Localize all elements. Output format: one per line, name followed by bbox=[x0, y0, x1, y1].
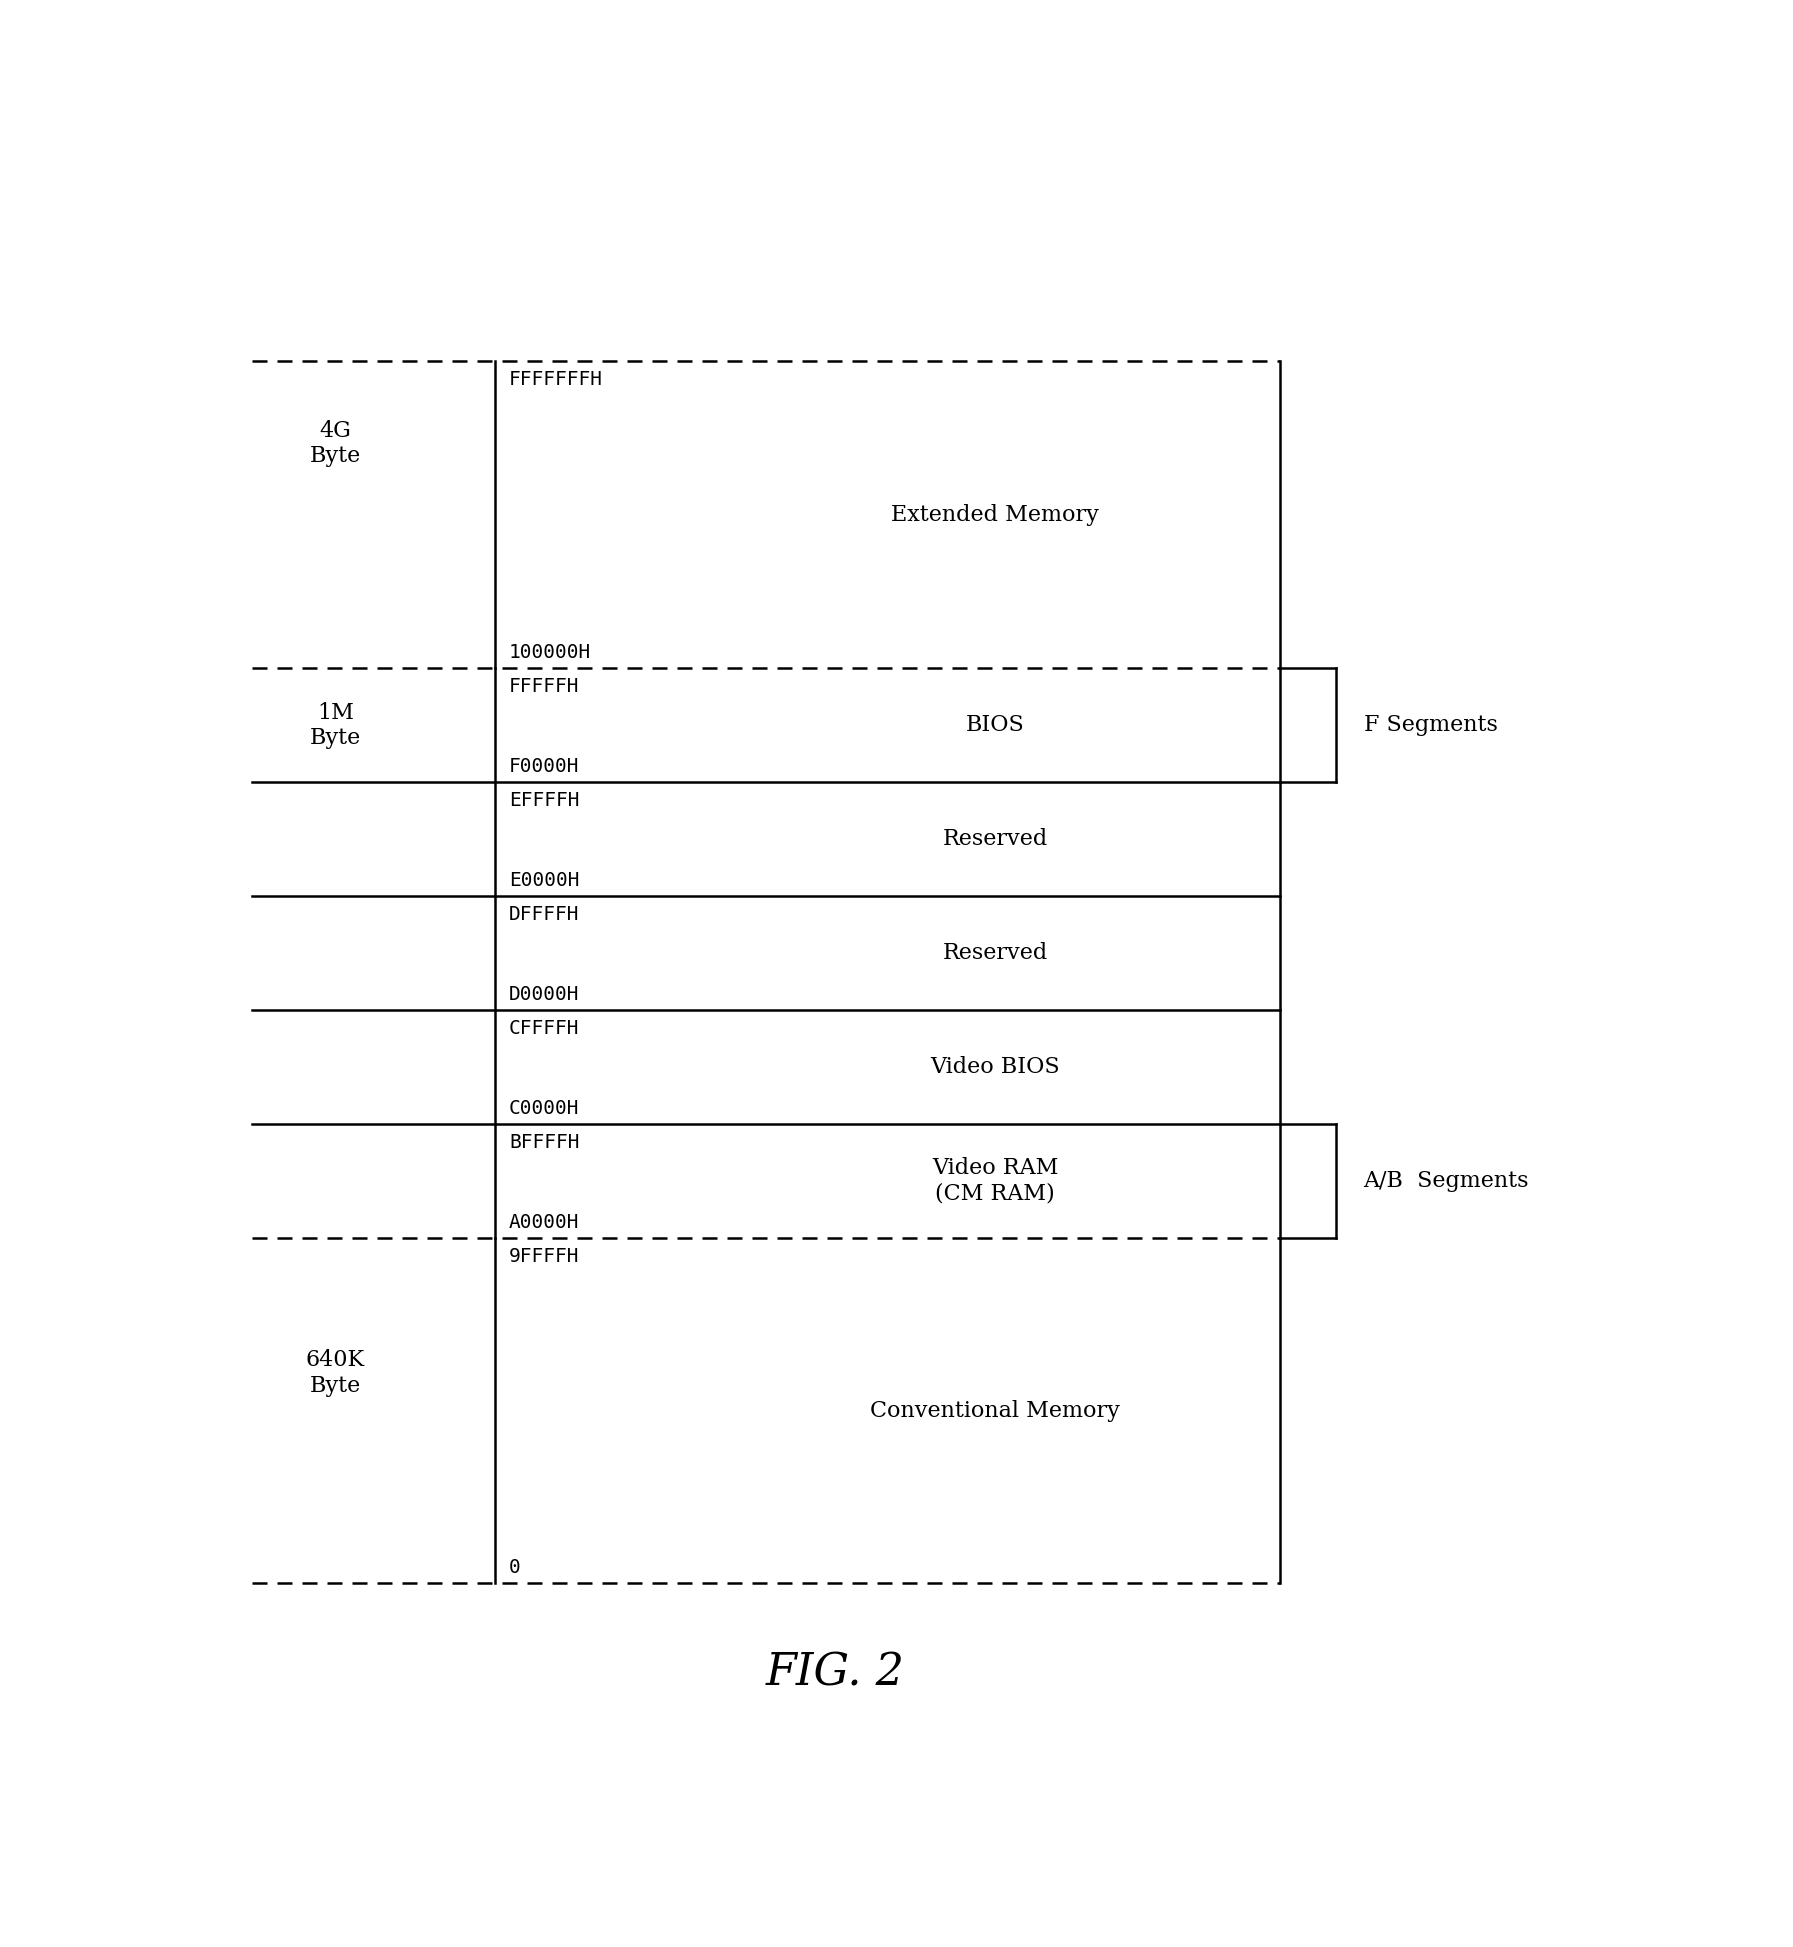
Text: A/B  Segments: A/B Segments bbox=[1363, 1170, 1529, 1192]
Text: DFFFFH: DFFFFH bbox=[509, 905, 579, 925]
Text: Video BIOS: Video BIOS bbox=[931, 1055, 1060, 1079]
Text: 4G
Byte: 4G Byte bbox=[310, 421, 360, 467]
Text: D0000H: D0000H bbox=[509, 985, 579, 1005]
Text: EFFFFH: EFFFFH bbox=[509, 790, 579, 810]
Text: FFFFFFFH: FFFFFFFH bbox=[509, 370, 602, 389]
Text: Extended Memory: Extended Memory bbox=[891, 504, 1099, 526]
Text: FIG. 2: FIG. 2 bbox=[766, 1651, 905, 1694]
Text: CFFFFH: CFFFFH bbox=[509, 1018, 579, 1038]
Text: FFFFFH: FFFFFH bbox=[509, 678, 579, 697]
Text: 1M
Byte: 1M Byte bbox=[310, 701, 360, 750]
Text: 9FFFFH: 9FFFFH bbox=[509, 1248, 579, 1266]
Text: C0000H: C0000H bbox=[509, 1100, 579, 1118]
Text: F Segments: F Segments bbox=[1363, 715, 1497, 736]
Text: F0000H: F0000H bbox=[509, 757, 579, 777]
Text: BIOS: BIOS bbox=[966, 715, 1026, 736]
Text: Video RAM
(CM RAM): Video RAM (CM RAM) bbox=[932, 1157, 1058, 1205]
Text: E0000H: E0000H bbox=[509, 872, 579, 890]
Text: Reserved: Reserved bbox=[943, 827, 1047, 851]
Text: 100000H: 100000H bbox=[509, 643, 592, 662]
Text: Conventional Memory: Conventional Memory bbox=[870, 1400, 1121, 1421]
Text: BFFFFH: BFFFFH bbox=[509, 1133, 579, 1153]
Text: 0: 0 bbox=[509, 1558, 520, 1577]
Text: 640K
Byte: 640K Byte bbox=[307, 1349, 364, 1396]
Text: Reserved: Reserved bbox=[943, 942, 1047, 964]
Text: A0000H: A0000H bbox=[509, 1213, 579, 1232]
